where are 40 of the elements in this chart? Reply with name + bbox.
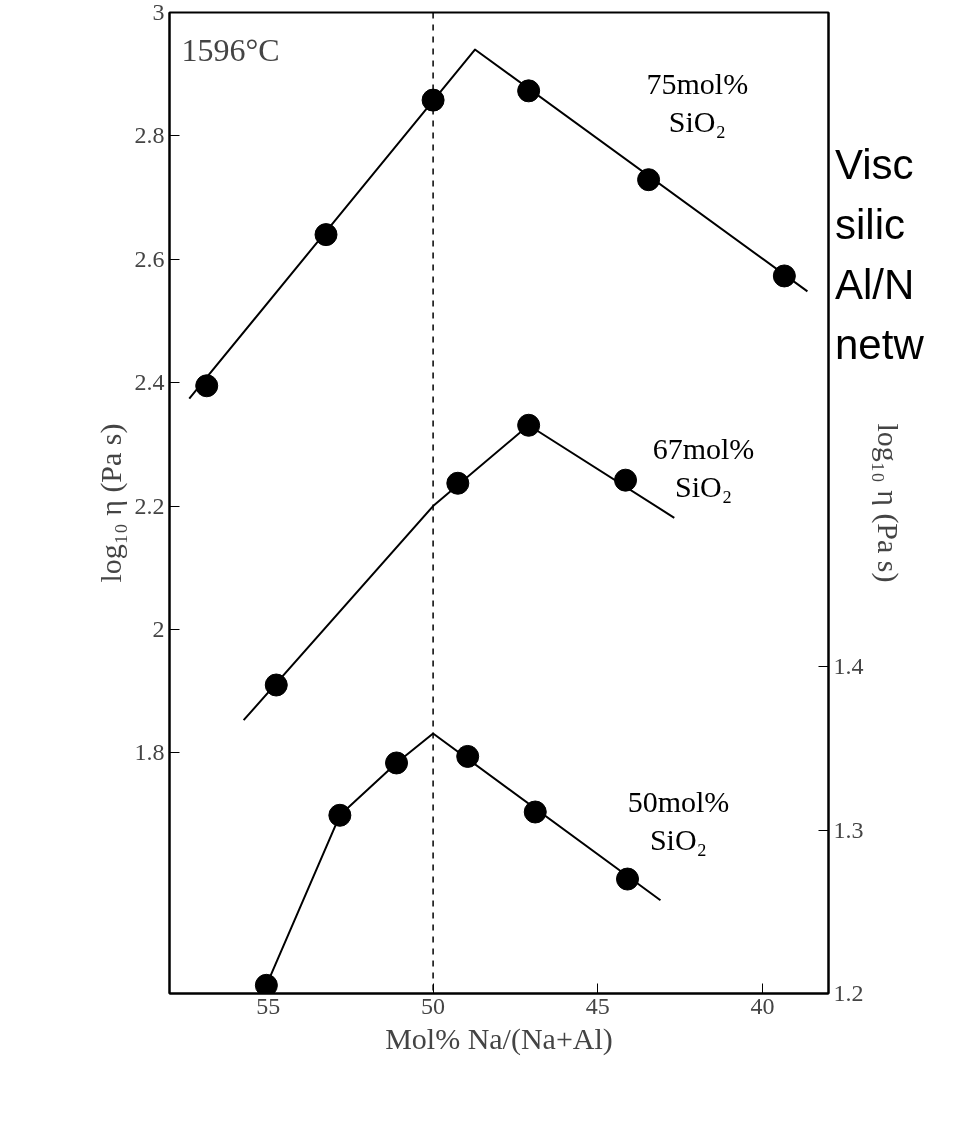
point (385, 751, 409, 775)
point (264, 673, 288, 697)
x-tick-label: 45 (585, 992, 610, 1019)
point (523, 800, 547, 824)
x-tick-label: 40 (750, 992, 775, 1019)
point (616, 867, 640, 891)
series-label: 67mol% SiO₂ (652, 431, 755, 503)
y2-tick-label: 1.3 (833, 816, 864, 843)
x-tick-label: 55 (256, 992, 281, 1019)
annotation: 1596°C (181, 31, 280, 68)
text: Al/N (835, 261, 915, 308)
point (637, 168, 661, 192)
y2-tick-label: 1.2 (833, 980, 864, 1006)
point (772, 264, 796, 288)
point (456, 744, 480, 768)
point (517, 79, 541, 103)
y-tick-label: 3 (152, 0, 165, 25)
series-label: 50mol% SiO₂ (627, 784, 730, 856)
y-tick-label: 2.2 (134, 492, 165, 519)
y-tick-label: 2 (152, 615, 165, 642)
text: silic (835, 201, 905, 248)
point (614, 468, 638, 492)
y-axis-title: log₁₀ η (Pa s) (93, 423, 128, 583)
point (446, 471, 470, 495)
point (195, 374, 219, 398)
y2-tick-label: 1.4 (833, 653, 864, 679)
y-tick-label: 1.8 (134, 739, 165, 766)
point (328, 803, 352, 827)
y-tick-label: 2.4 (134, 369, 165, 396)
series-label: 75mol% SiO₂ (646, 67, 749, 139)
text: Visc (835, 141, 914, 188)
y-tick-label: 2.6 (134, 245, 165, 272)
text: netw (835, 321, 924, 368)
x-tick-label: 50 (421, 992, 446, 1019)
point (254, 973, 278, 994)
y-tick-label: 2.8 (134, 122, 165, 149)
x-axis-title: Mol% Na/(Na+Al) (385, 1021, 613, 1056)
point (517, 413, 541, 437)
point (314, 223, 338, 247)
y2-axis-title: log₁₀ η (Pa s) (870, 423, 905, 583)
